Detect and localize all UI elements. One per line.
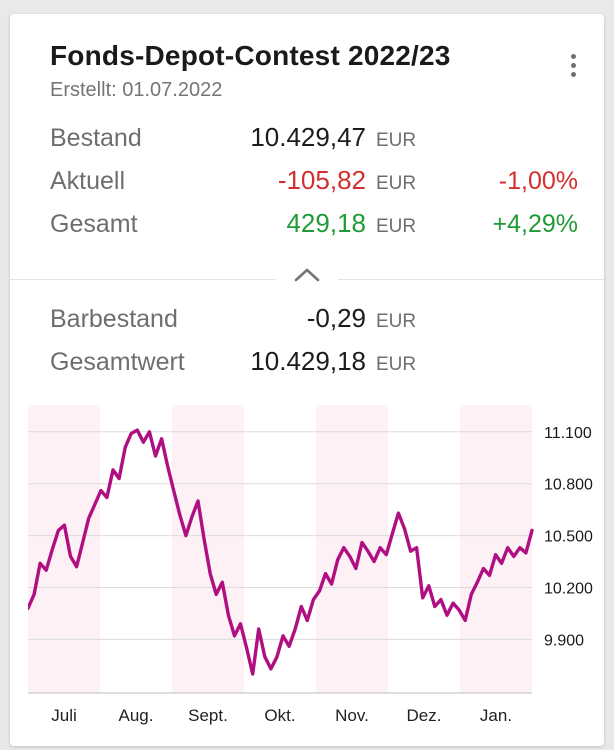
summary-row-aktuell: Aktuell -105,82 EUR -1,00% (50, 165, 578, 208)
summary-row-bestand: Bestand 10.429,47 EUR (50, 122, 578, 165)
row-currency: EUR (376, 354, 417, 375)
details-section: Barbestand -0,29 EUR Gesamtwert 10.429,1… (10, 295, 604, 389)
svg-text:Aug.: Aug. (119, 706, 154, 725)
detail-row-gesamtwert: Gesamtwert 10.429,18 EUR (50, 346, 578, 389)
performance-chart: 9.900 10.200 10.500 10.800 11.100 Juli Aug. Sep… (26, 405, 593, 725)
chevron-up-icon (294, 268, 320, 282)
svg-text:Nov.: Nov. (335, 706, 369, 725)
title-block: Fonds-Depot-Contest 2022/23 Erstellt: 01… (50, 40, 451, 102)
card-header: Fonds-Depot-Contest 2022/23 Erstellt: 01… (10, 14, 604, 102)
created-date: Erstellt: 01.07.2022 (50, 79, 223, 101)
chart-area: 9.900 10.200 10.500 10.800 11.100 Juli Aug. Sep… (26, 403, 596, 736)
row-currency: EUR (376, 311, 417, 332)
row-label: Bestand (50, 124, 142, 152)
depot-card: Fonds-Depot-Contest 2022/23 Erstellt: 01… (10, 14, 604, 746)
row-currency: EUR (376, 173, 417, 194)
kebab-menu-icon (571, 54, 576, 77)
row-label: Barbestand (50, 305, 178, 333)
svg-text:Juli: Juli (51, 706, 77, 725)
summary-section: Bestand 10.429,47 EUR Aktuell -105,82 EU… (10, 102, 604, 251)
svg-text:Dez.: Dez. (407, 706, 442, 725)
row-value: 10.429,18 (250, 346, 366, 376)
page-title: Fonds-Depot-Contest 2022/23 (50, 40, 451, 71)
kebab-menu-button[interactable] (561, 48, 586, 83)
row-label: Gesamtwert (50, 348, 185, 376)
row-value: 429,18 (286, 208, 366, 238)
row-percent: +4,29% (492, 210, 579, 238)
row-value: -105,82 (277, 165, 366, 195)
row-label: Aktuell (50, 167, 126, 195)
svg-text:10.500: 10.500 (544, 529, 593, 546)
row-value: 10.429,47 (250, 122, 366, 152)
svg-text:9.900: 9.900 (544, 632, 584, 649)
row-currency: EUR (376, 130, 417, 151)
row-percent: -1,00% (498, 167, 578, 195)
svg-text:Okt.: Okt. (264, 706, 295, 725)
svg-text:Jan.: Jan. (480, 706, 512, 725)
row-label: Gesamt (50, 210, 138, 238)
row-currency: EUR (376, 216, 417, 237)
summary-row-gesamt: Gesamt 429,18 EUR +4,29% (50, 208, 578, 251)
svg-text:10.800: 10.800 (544, 477, 593, 494)
divider (10, 265, 604, 295)
detail-row-barbestand: Barbestand -0,29 EUR (50, 303, 578, 346)
svg-text:11.100: 11.100 (544, 425, 592, 442)
svg-text:Sept.: Sept. (188, 706, 228, 725)
collapse-button[interactable] (276, 267, 338, 286)
svg-text:10.200: 10.200 (544, 580, 593, 597)
row-value: -0,29 (306, 303, 366, 333)
